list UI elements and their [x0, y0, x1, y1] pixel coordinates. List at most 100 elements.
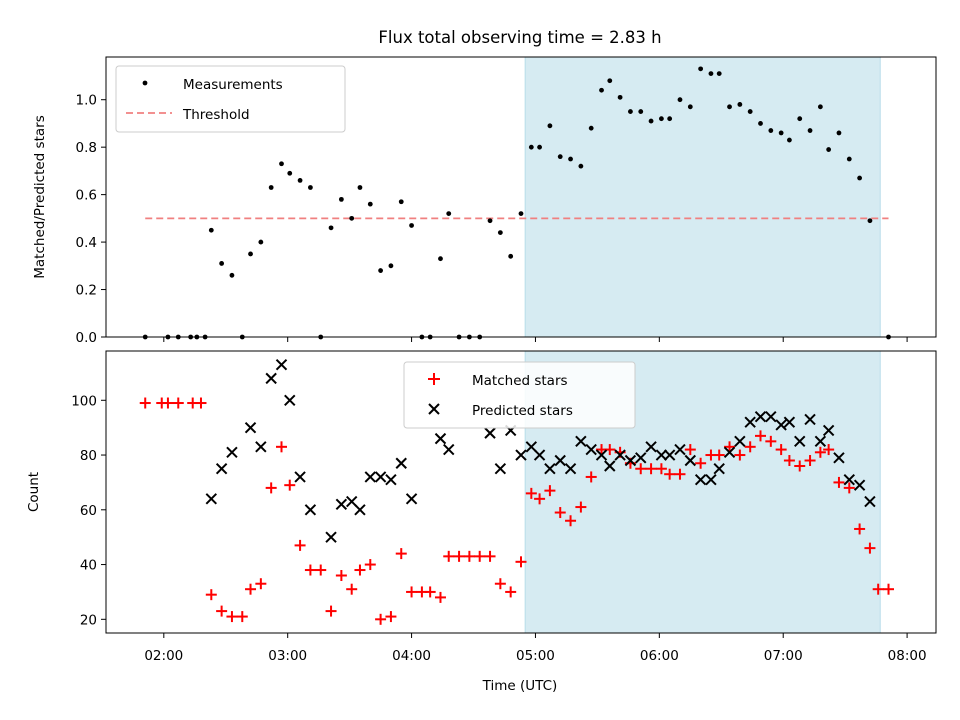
predicted-star-stroke [595, 449, 608, 461]
predicted-star-point [843, 473, 855, 486]
matched-star-point [794, 460, 806, 472]
predicted-star-point [484, 427, 496, 439]
measurement-point [219, 261, 225, 266]
measurement-point [446, 211, 452, 217]
matched-star-point [544, 485, 556, 497]
predicted-star-stroke [723, 446, 736, 459]
measurement-point [528, 144, 534, 150]
predicted-star-point [794, 435, 806, 448]
measurement-point [648, 118, 654, 124]
measurement-point [787, 137, 792, 143]
measurement-point [388, 263, 394, 269]
predicted-star-stroke [265, 372, 277, 385]
measurement-point [229, 272, 235, 278]
predicted-star-stroke [304, 504, 317, 516]
measurement-point [557, 154, 563, 160]
predicted-star-stroke [354, 504, 366, 516]
matched-star-point [724, 441, 736, 453]
matched-star-point [494, 578, 506, 590]
matched-star-point [453, 550, 465, 562]
measurement-point [607, 78, 613, 84]
count-legend: Matched stars Predicted stars [403, 361, 636, 429]
predicted-star-point [255, 441, 267, 453]
matched-star-point [635, 463, 647, 475]
matched-star-point [814, 446, 826, 458]
predicted-star-stroke [244, 421, 257, 434]
predicted-star-point [325, 531, 337, 543]
matched-star-point [139, 397, 151, 409]
matched-star-point [525, 487, 537, 499]
count-y-tick-label: 40 [80, 558, 97, 574]
predicted-star-point [604, 460, 616, 472]
predicted-star-point [215, 463, 228, 475]
legend-matched-label: Matched stars [472, 373, 568, 389]
matched-star-point [443, 550, 455, 562]
matched-star-point [236, 611, 248, 623]
predicted-star-stroke [674, 443, 686, 456]
predicted-star-stroke [624, 454, 637, 467]
measurement-point [599, 87, 604, 93]
matched-star-point [245, 583, 257, 595]
predicted-star-stroke [345, 495, 358, 508]
measurement-point [826, 147, 832, 152]
predicted-star-point [304, 504, 317, 516]
matched-star-point [265, 482, 277, 494]
x-axis-label: Time (UTC) [482, 678, 558, 694]
predicted-star-point [354, 504, 366, 516]
predicted-star-point [385, 473, 397, 486]
predicted-star-point [434, 432, 447, 445]
measurement-point [578, 163, 584, 169]
predicted-star-point [655, 449, 668, 461]
count-y-axis-label: Count [26, 472, 42, 512]
matched-star-point [695, 457, 707, 469]
predicted-star-stroke [395, 457, 407, 469]
predicted-star-point [684, 454, 697, 467]
predicted-star-point [775, 419, 787, 431]
measurement-point [677, 97, 683, 103]
measurement-point [737, 102, 743, 107]
time-x-tick-label: 08:00 [888, 648, 927, 664]
predicted-star-stroke [794, 435, 806, 448]
matched-star-point [195, 397, 207, 409]
predicted-star-stroke [205, 493, 218, 505]
predicted-star-point [833, 452, 845, 464]
predicted-star-stroke [443, 443, 455, 456]
count-y-tick-label: 20 [80, 612, 97, 628]
matched-star-point [744, 441, 756, 453]
measurement-point [687, 104, 693, 110]
matched-star-point [843, 482, 855, 494]
predicted-star-point [853, 479, 866, 491]
predicted-star-stroke [822, 424, 835, 437]
matched-star-point [162, 397, 174, 409]
measurement-point [378, 268, 384, 273]
predicted-star-stroke [226, 446, 238, 459]
predicted-star-stroke [255, 441, 267, 453]
measurement-point [537, 144, 542, 150]
predicted-star-stroke [364, 471, 376, 483]
measurement-point [357, 185, 363, 190]
predicted-star-stroke [645, 441, 657, 453]
matched-star-point [346, 583, 358, 595]
chart-title: Flux total observing time = 2.83 h [378, 28, 661, 47]
predicted-star-stroke [833, 452, 845, 464]
measurement-point [367, 201, 373, 207]
legend-predicted-marker [428, 403, 440, 415]
measurement-point [409, 223, 414, 228]
matched-star-point [304, 564, 316, 576]
predicted-star-stroke [374, 471, 387, 483]
predicted-star-point [864, 495, 876, 508]
time-x-tick-label: 03:00 [268, 648, 307, 664]
measurement-point [727, 104, 732, 110]
ratio-y-tick-label: 0.2 [76, 283, 97, 299]
measurement-point [768, 128, 774, 133]
predicted-star-stroke [533, 449, 546, 461]
predicted-star-point [265, 372, 277, 385]
ratio-y-axis-label: Matched/Predicted stars [32, 115, 48, 278]
matched-star-point [434, 591, 446, 603]
measurement-point [287, 170, 293, 176]
measurement-point [628, 109, 633, 114]
measurement-point [438, 256, 443, 262]
measurement-point [658, 116, 664, 122]
predicted-star-point [734, 435, 746, 448]
